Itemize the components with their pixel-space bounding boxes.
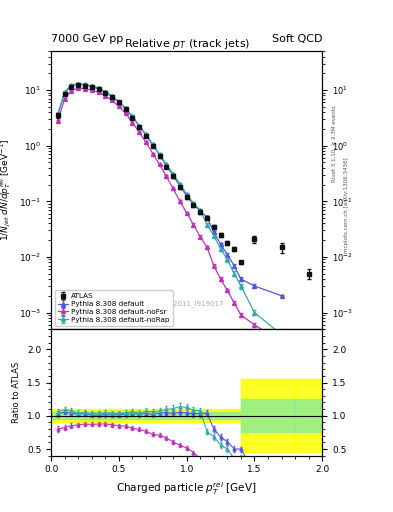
Text: Rivet 3.1.10, ≥ 2.3M events: Rivet 3.1.10, ≥ 2.3M events [332, 105, 337, 182]
Text: Soft QCD: Soft QCD [272, 33, 322, 44]
Y-axis label: $1/N_{jet}\ dN/dp_T^{rel}\ [\mathrm{GeV}^{-1}]$: $1/N_{jet}\ dN/dp_T^{rel}\ [\mathrm{GeV}… [0, 139, 13, 241]
Title: Relative $p_T$ (track jets): Relative $p_T$ (track jets) [123, 37, 250, 51]
Bar [51, 409, 241, 422]
Bar [51, 413, 241, 419]
Legend: ATLAS, Pythia 8.308 default, Pythia 8.308 default-noFsr, Pythia 8.308 default-no: ATLAS, Pythia 8.308 default, Pythia 8.30… [55, 290, 173, 326]
X-axis label: Charged particle $p_T^{rel}$ [GeV]: Charged particle $p_T^{rel}$ [GeV] [116, 480, 257, 497]
Bar [241, 379, 295, 453]
Bar [295, 399, 322, 433]
Bar [295, 379, 322, 453]
Text: mcplots.cern.ch [arXiv:1306.3436]: mcplots.cern.ch [arXiv:1306.3436] [344, 157, 349, 252]
Bar [241, 399, 295, 433]
Text: 7000 GeV pp: 7000 GeV pp [51, 33, 123, 44]
Y-axis label: Ratio to ATLAS: Ratio to ATLAS [13, 362, 22, 423]
Text: ATLAS_2011_I919017: ATLAS_2011_I919017 [149, 300, 224, 307]
